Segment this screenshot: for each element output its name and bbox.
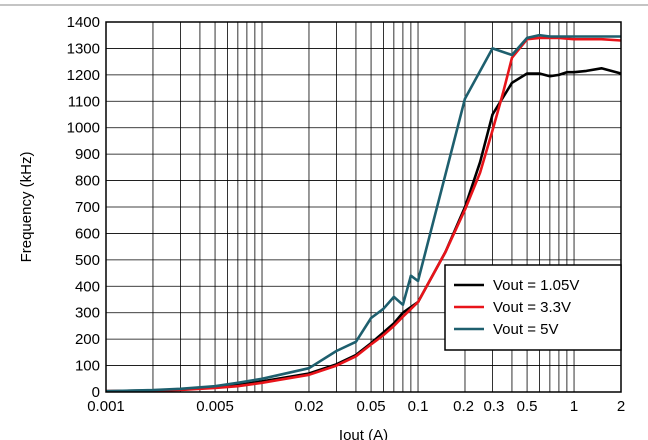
x-tick-label: 0.001 (87, 398, 125, 415)
y-tick-label: 800 (75, 173, 100, 190)
x-tick-label: 0.1 (408, 398, 429, 415)
x-tick-label: 0.005 (196, 398, 234, 415)
y-tick-label: 1000 (67, 120, 100, 137)
x-tick-label: 0.5 (517, 398, 538, 415)
y-tick-label: 1400 (67, 14, 100, 31)
x-axis-label: Iout (A) (339, 427, 388, 440)
y-tick-label: 500 (75, 252, 100, 269)
x-tick-label: 1 (570, 398, 578, 415)
y-tick-label: 600 (75, 225, 100, 242)
y-tick-label: 300 (75, 305, 100, 322)
x-tick-label: 0.2 (453, 398, 474, 415)
y-tick-label: 200 (75, 331, 100, 348)
y-tick-label: 1200 (67, 67, 100, 84)
y-tick-label: 1300 (67, 40, 100, 57)
y-tick-label: 0 (92, 384, 100, 401)
y-tick-label: 400 (75, 278, 100, 295)
y-tick-label: 1100 (68, 93, 100, 110)
series-lines (105, 33, 622, 393)
legend-label: Vout = 5V (493, 321, 558, 338)
series-line-2 (105, 36, 622, 393)
x-tick-label: 0.02 (294, 398, 323, 415)
x-tick-label: 0.3 (483, 398, 504, 415)
y-tick-label: 700 (75, 199, 100, 216)
legend-label: Vout = 3.3V (493, 299, 571, 316)
y-tick-label: 100 (75, 358, 100, 375)
plot-frame (105, 21, 622, 393)
y-tick-label: 900 (75, 146, 100, 163)
legend-label: Vout = 1.05V (493, 277, 579, 294)
series-line-3 (105, 33, 621, 393)
x-tick-label: 0.05 (356, 398, 385, 415)
x-tick-label: 2 (617, 398, 625, 415)
x-tick-labels: 0.001 0.005 0.02 0.05 0.1 0.2 0.3 0.5 1 2 (87, 398, 625, 415)
y-axis-label: Frequency (kHz) (18, 152, 35, 263)
legend: Vout = 1.05V Vout = 3.3V Vout = 5V (444, 264, 622, 351)
y-tick-labels: 0 100 200 300 400 500 600 700 800 900 1000 1100 1200… (67, 14, 100, 401)
